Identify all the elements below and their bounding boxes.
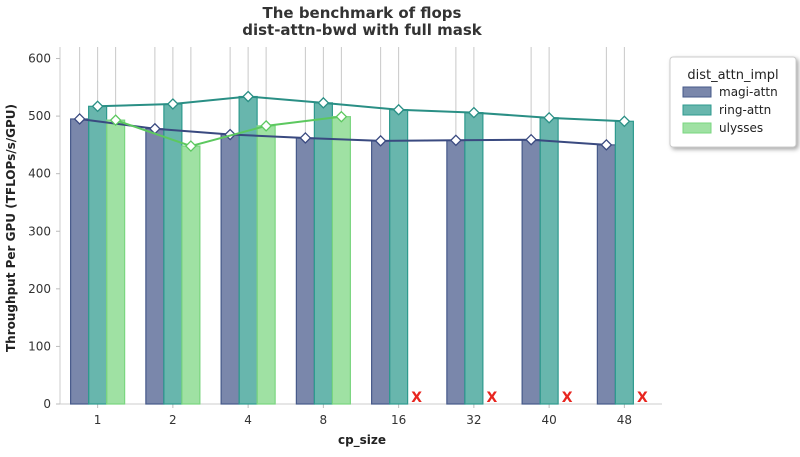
y-tick-label: 0 xyxy=(43,397,51,411)
missing-marker-ulysses-48: X xyxy=(637,390,648,406)
point-ulysses-3 xyxy=(335,110,348,123)
bar-magi-attn-40 xyxy=(521,139,541,405)
point-ring-attn-6 xyxy=(543,111,556,124)
y-tick-label: 400 xyxy=(28,167,51,181)
legend-swatch-ulysses xyxy=(682,122,712,134)
legend-label-ring-attn: ring-attn xyxy=(719,103,771,117)
x-tick-label: 8 xyxy=(320,413,328,427)
missing-marker-ulysses-16: X xyxy=(411,390,422,406)
y-tick-label: 500 xyxy=(28,109,51,123)
point-magi-attn-7 xyxy=(600,138,613,151)
bar-ulysses-1 xyxy=(106,119,126,405)
point-magi-attn-4 xyxy=(374,134,387,147)
bar-ring-attn-4 xyxy=(238,95,258,405)
bar-magi-attn-8 xyxy=(295,137,315,405)
point-magi-attn-0 xyxy=(73,113,86,125)
point-ring-attn-7 xyxy=(618,115,631,128)
legend-label-ulysses: ulysses xyxy=(719,121,763,135)
bar-magi-attn-16 xyxy=(371,140,391,405)
line-magi-attn xyxy=(79,117,607,146)
x-tick-label: 32 xyxy=(466,413,481,427)
bar-ulysses-4 xyxy=(256,125,276,405)
bar-magi-attn-32 xyxy=(446,139,466,405)
bar-magi-attn-48 xyxy=(596,144,616,405)
chart-subtitle: dist-attn-bwd with full mask xyxy=(242,21,483,39)
legend-title: dist_attn_impl xyxy=(687,68,778,83)
bar-magi-attn-4 xyxy=(220,133,240,405)
y-tick-label: 100 xyxy=(28,339,51,353)
x-tick-label: 1 xyxy=(94,413,102,427)
legend-label-magi-attn: magi-attn xyxy=(719,85,778,99)
bar-ulysses-8 xyxy=(331,116,351,405)
point-ring-attn-3 xyxy=(317,96,330,109)
x-tick-label: 16 xyxy=(391,413,406,427)
x-tick-label: 48 xyxy=(617,413,632,427)
point-magi-attn-3 xyxy=(299,132,312,144)
bar-ring-attn-8 xyxy=(313,102,333,405)
legend-swatch-magi-attn xyxy=(682,86,712,98)
x-tick-label: 2 xyxy=(169,413,177,427)
point-ring-attn-4 xyxy=(392,103,405,116)
bar-ring-attn-48 xyxy=(614,120,634,405)
missing-marker-ulysses-40: X xyxy=(562,390,573,406)
line-ulysses xyxy=(115,115,342,148)
x-tick-label: 4 xyxy=(244,413,252,427)
legend-swatch-ring-attn xyxy=(682,104,712,116)
point-ring-attn-5 xyxy=(467,106,480,119)
point-ulysses-2 xyxy=(260,119,273,132)
y-tick-label: 300 xyxy=(28,224,51,238)
point-ulysses-0 xyxy=(109,114,122,127)
point-ring-attn-2 xyxy=(242,90,255,103)
y-tick-label: 200 xyxy=(28,282,51,296)
point-ulysses-1 xyxy=(184,140,197,152)
bar-ring-attn-1 xyxy=(88,105,108,405)
bar-ring-attn-2 xyxy=(163,103,183,405)
chart-title: The benchmark of flops xyxy=(263,4,462,22)
x-tick-label: 40 xyxy=(541,413,556,427)
point-ring-attn-0 xyxy=(91,100,104,113)
x-axis-label: cp_size xyxy=(338,433,386,448)
line-ring-attn xyxy=(97,95,625,123)
point-ring-attn-1 xyxy=(166,98,179,110)
bar-ulysses-2 xyxy=(181,145,201,405)
point-magi-attn-5 xyxy=(449,134,462,147)
legend: dist_attn_impl magi-attn ring-attn ulysses xyxy=(669,56,797,148)
bar-ring-attn-40 xyxy=(539,117,559,405)
missing-marker-ulysses-32: X xyxy=(486,390,497,406)
bar-magi-attn-1 xyxy=(70,118,90,405)
bar-ring-attn-32 xyxy=(464,112,484,405)
y-axis-label: Throughput Per GPU (TFLOPs/s/GPU) xyxy=(4,104,18,352)
point-magi-attn-6 xyxy=(525,133,538,146)
bar-magi-attn-2 xyxy=(145,128,165,405)
y-tick-label: 600 xyxy=(28,52,51,66)
bar-ring-attn-16 xyxy=(389,109,409,405)
